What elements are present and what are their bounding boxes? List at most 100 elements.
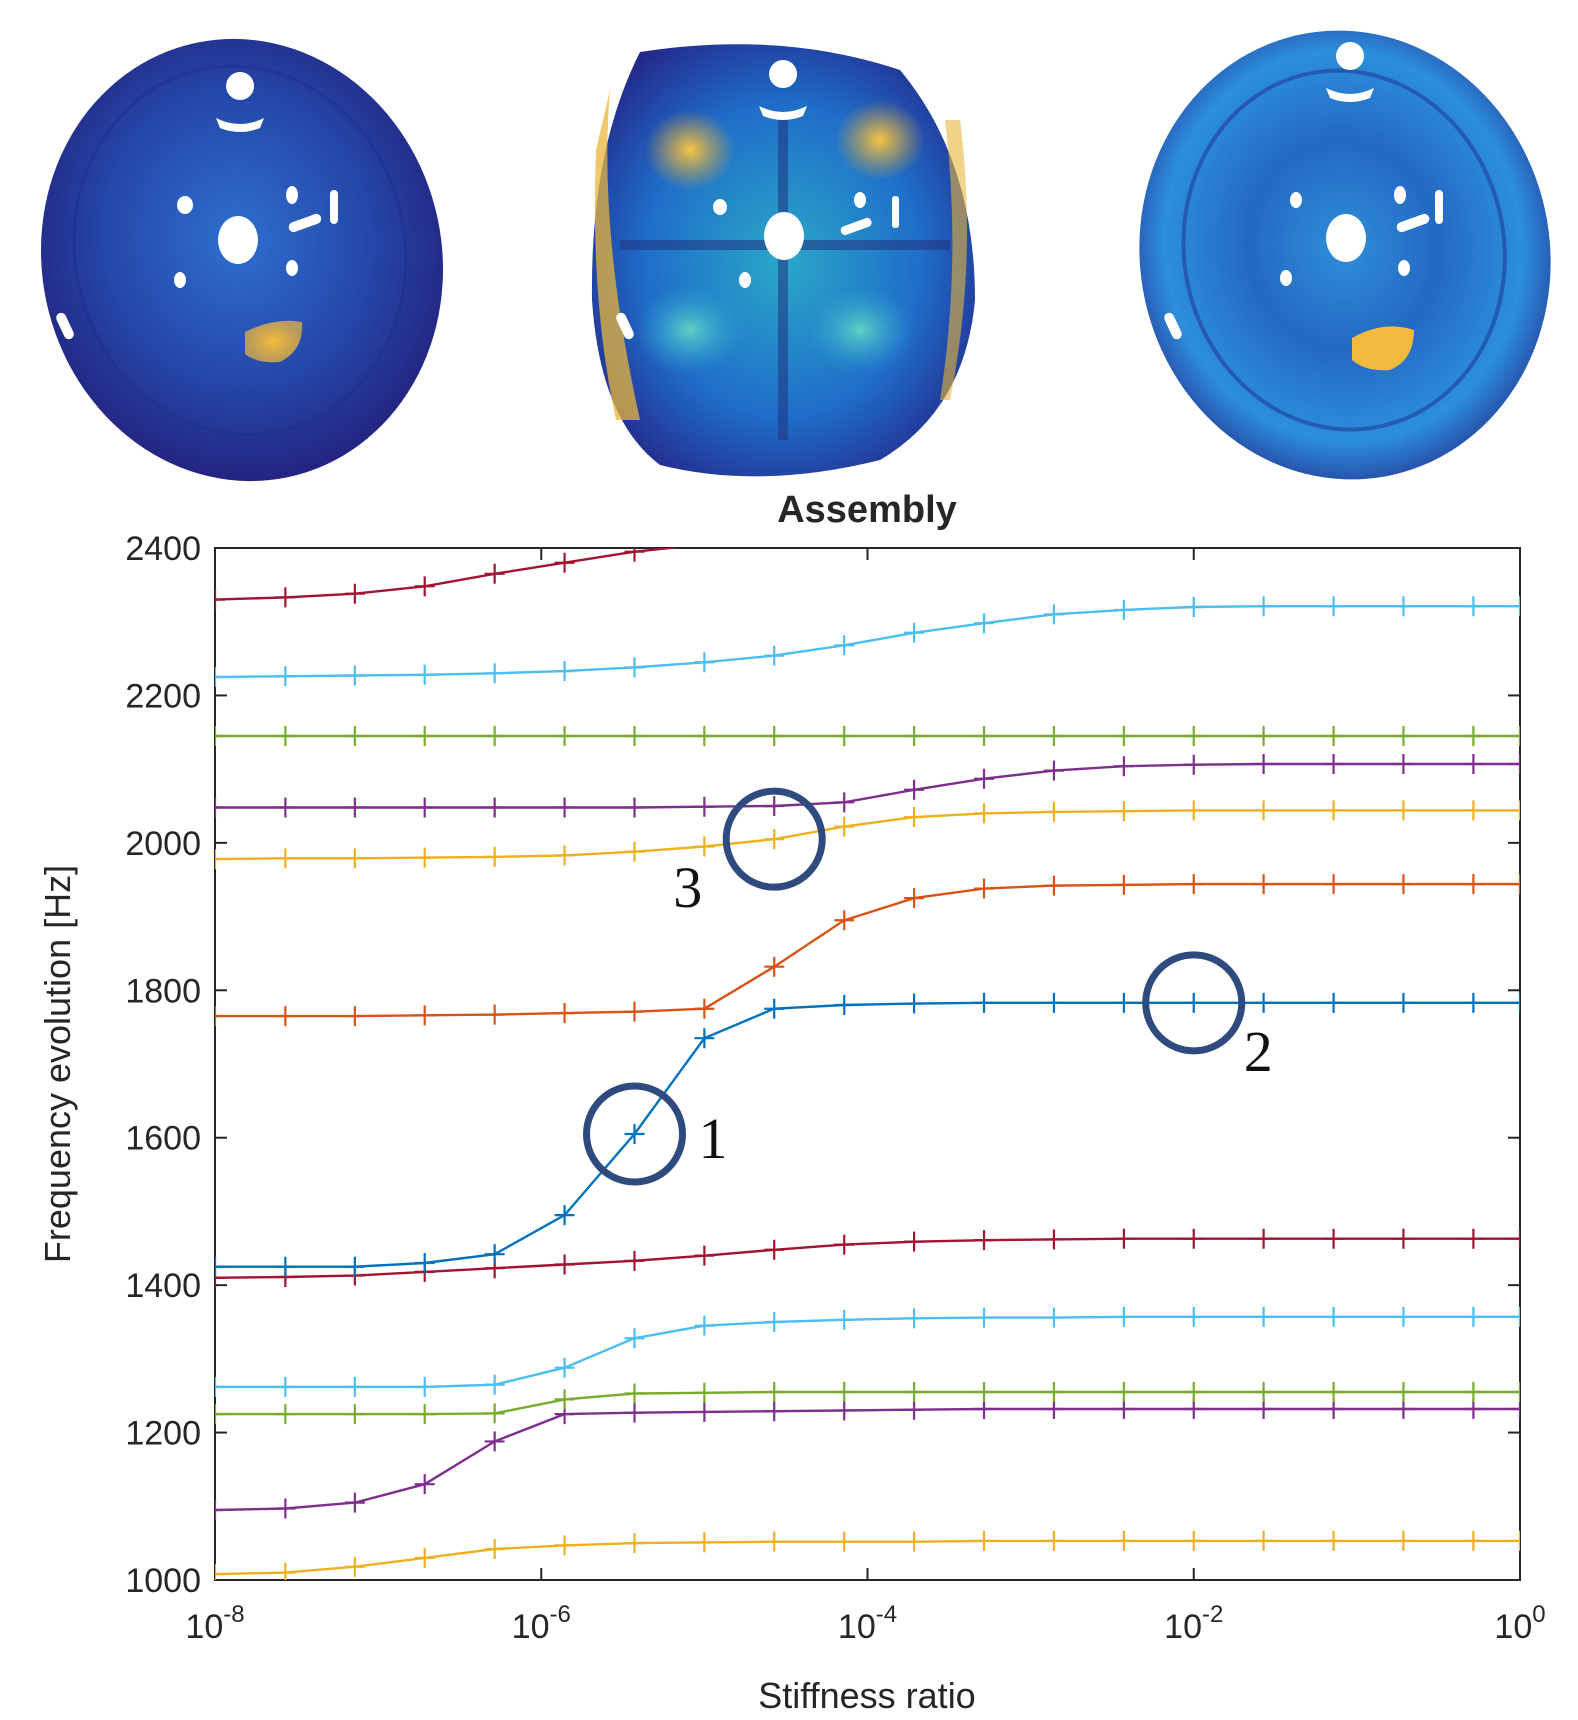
series-line	[215, 1237, 1520, 1279]
data-point	[764, 1401, 785, 1422]
series-line	[215, 1539, 1520, 1576]
data-point	[215, 1267, 225, 1288]
data-point	[834, 1309, 855, 1330]
data-point	[1183, 1382, 1204, 1403]
y-tick-label: 2400	[125, 530, 201, 568]
data-point	[1183, 800, 1204, 821]
series-9	[215, 753, 1520, 818]
data-point	[1393, 1530, 1414, 1551]
data-point	[414, 847, 435, 868]
data-point	[624, 1383, 645, 1404]
data-point	[764, 998, 785, 1019]
callout-circle	[583, 1082, 687, 1186]
x-tick-label: 10-6	[512, 1601, 571, 1646]
series-layer	[215, 548, 1520, 1580]
mode-shape-3	[1139, 30, 1551, 480]
data-point	[1043, 1307, 1064, 1328]
data-point	[624, 657, 645, 678]
y-tick-label: 1400	[125, 1267, 201, 1305]
x-tick-exponent: -8	[223, 1601, 244, 1628]
data-point	[1393, 800, 1414, 821]
y-tick-label: 1800	[125, 972, 201, 1010]
data-point	[1463, 1228, 1484, 1249]
data-point	[694, 1532, 715, 1553]
data-point	[484, 663, 505, 684]
data-point	[624, 1533, 645, 1554]
data-point	[834, 995, 855, 1016]
data-point	[215, 849, 225, 870]
data-point	[1113, 725, 1134, 746]
data-point	[1043, 1382, 1064, 1403]
data-point	[764, 725, 785, 746]
x-tick-exponent: -6	[549, 1601, 570, 1628]
data-point	[554, 661, 575, 682]
data-point	[694, 652, 715, 673]
data-point	[834, 816, 855, 837]
data-point	[974, 1307, 995, 1328]
data-point	[484, 1431, 505, 1452]
data-point	[414, 664, 435, 685]
chart: Assembly 10-8 10-6 10-4 10-2 100 10001200140…	[37, 489, 1546, 1716]
data-point	[764, 956, 785, 977]
y-tick-label: 1200	[125, 1415, 201, 1453]
series-line	[215, 1407, 1520, 1512]
data-point	[484, 1244, 505, 1265]
data-point	[1393, 1228, 1414, 1249]
series-line	[215, 1001, 1520, 1268]
series-line	[215, 1315, 1520, 1389]
data-point	[1113, 1228, 1134, 1249]
data-point	[1323, 1398, 1344, 1419]
data-point	[1253, 992, 1274, 1013]
y-tick-label: 1600	[125, 1120, 201, 1158]
data-point	[1323, 874, 1344, 895]
data-point	[834, 635, 855, 656]
data-point	[215, 725, 225, 746]
x-tick-exponent: -2	[1202, 1601, 1223, 1628]
data-point	[414, 1005, 435, 1026]
data-point	[1043, 725, 1064, 746]
series-line	[215, 882, 1520, 1018]
series-3	[215, 1382, 1520, 1425]
data-point	[1463, 1530, 1484, 1551]
data-point	[974, 1382, 995, 1403]
data-point	[1043, 801, 1064, 822]
data-point	[554, 725, 575, 746]
data-point	[1113, 756, 1134, 777]
data-point	[484, 725, 505, 746]
data-point	[694, 1382, 715, 1403]
data-point	[1253, 874, 1274, 895]
data-point	[484, 846, 505, 867]
data-point	[764, 1239, 785, 1260]
data-point	[904, 1531, 925, 1552]
data-point	[554, 1254, 575, 1275]
data-point	[1510, 1398, 1520, 1419]
data-point	[904, 622, 925, 643]
data-point	[275, 666, 296, 687]
data-point	[624, 725, 645, 746]
data-point	[974, 992, 995, 1013]
data-point	[1183, 725, 1204, 746]
data-point	[834, 1400, 855, 1421]
data-point	[1463, 992, 1484, 1013]
data-point	[344, 1256, 365, 1277]
data-point	[694, 1401, 715, 1422]
data-point	[215, 589, 225, 610]
data-point	[1463, 753, 1484, 774]
data-point	[1323, 725, 1344, 746]
data-point	[1113, 1398, 1134, 1419]
y-axis-label: Frequency evolution [Hz]	[37, 865, 78, 1263]
series-7	[215, 874, 1520, 1027]
x-tick-exponent: -4	[876, 1601, 897, 1628]
data-point	[1463, 800, 1484, 821]
data-point	[414, 797, 435, 818]
data-point	[215, 797, 225, 818]
data-point	[1253, 596, 1274, 617]
data-point	[1183, 874, 1204, 895]
data-point	[694, 998, 715, 1019]
data-point	[1393, 992, 1414, 1013]
data-point	[215, 667, 225, 687]
data-point	[484, 797, 505, 818]
data-point	[904, 807, 925, 828]
series-10	[215, 725, 1520, 746]
data-point	[1043, 992, 1064, 1013]
